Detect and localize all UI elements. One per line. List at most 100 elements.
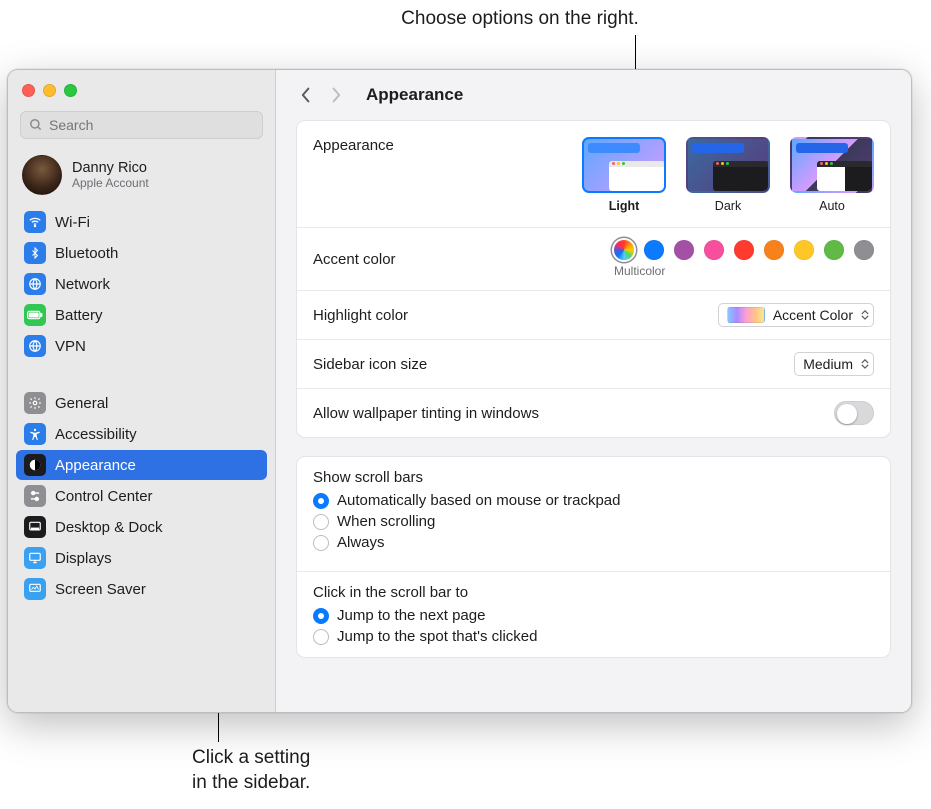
scrollbars-title: Show scroll bars (297, 457, 890, 490)
appearance-panel: Appearance LightDarkAuto Accent color Mu… (296, 120, 891, 438)
sidebar-item-label: Desktop & Dock (55, 519, 163, 536)
scrollclick-option[interactable]: Jump to the spot that's clicked (297, 626, 890, 657)
accent-orange[interactable] (764, 240, 784, 260)
sidebar-item-displays[interactable]: Displays (16, 543, 267, 573)
sidebar-list-system: General Accessibility Appearance Control Ce… (8, 386, 275, 613)
displays-icon (24, 547, 46, 569)
accent-graphite[interactable] (854, 240, 874, 260)
accent-green[interactable] (824, 240, 844, 260)
accent-blue[interactable] (644, 240, 664, 260)
sidebar-item-screen-saver[interactable]: Screen Saver (16, 574, 267, 604)
scrollbars-option[interactable]: Always (297, 532, 890, 563)
control-center-icon (24, 485, 46, 507)
callout-bottom-text: Click a setting in the sidebar. (192, 746, 310, 795)
search-field[interactable] (20, 111, 263, 139)
scrollclick-option[interactable]: Jump to the next page (297, 605, 890, 626)
sidebar-item-label: Accessibility (55, 426, 137, 443)
sidebar-item-label: General (55, 395, 108, 412)
sidebar-item-desktop-dock[interactable]: Desktop & Dock (16, 512, 267, 542)
sidebar-icon-size-select[interactable]: Medium (794, 352, 874, 376)
sidebar-item-bluetooth[interactable]: Bluetooth (16, 238, 267, 268)
account-sub: Apple Account (72, 176, 149, 190)
accent-purple[interactable] (674, 240, 694, 260)
accent-multicolor[interactable] (614, 240, 634, 260)
chevron-left-icon (300, 87, 312, 103)
radio-button[interactable] (313, 608, 329, 624)
select-chevrons-icon (861, 359, 869, 369)
chevron-right-icon (330, 87, 342, 103)
general-icon (24, 392, 46, 414)
highlight-color-select[interactable]: Accent Color (718, 303, 874, 327)
sidebar-item-general[interactable]: General (16, 388, 267, 418)
sidebar-item-label: Bluetooth (55, 245, 118, 262)
forward-button[interactable] (324, 83, 348, 107)
tinting-toggle[interactable] (834, 401, 874, 425)
sidebar-icon-label: Sidebar icon size (313, 356, 427, 373)
sidebar-item-vpn[interactable]: VPN (16, 331, 267, 361)
sidebar-item-label: Battery (55, 307, 103, 324)
accessibility-icon (24, 423, 46, 445)
radio-button[interactable] (313, 535, 329, 551)
mode-thumbnail (686, 137, 770, 193)
radio-label: Automatically based on mouse or trackpad (337, 492, 620, 509)
sidebar-item-wifi[interactable]: Wi-Fi (16, 207, 267, 237)
wifi-icon (24, 211, 46, 233)
accent-selected-name: Multicolor (614, 264, 665, 278)
appearance-mode-light[interactable]: Light (582, 137, 666, 213)
minimize-button[interactable] (43, 84, 56, 97)
appearance-mode-dark[interactable]: Dark (686, 137, 770, 213)
callout-top-text: Choose options on the right. (320, 8, 720, 30)
mode-label: Auto (819, 199, 845, 213)
mode-thumbnail (582, 137, 666, 193)
scrollbars-option[interactable]: When scrolling (297, 511, 890, 532)
maximize-button[interactable] (64, 84, 77, 97)
radio-button[interactable] (313, 629, 329, 645)
appearance-icon (24, 454, 46, 476)
bluetooth-icon (24, 242, 46, 264)
sidebar-item-label: Wi-Fi (55, 214, 90, 231)
sidebar-item-battery[interactable]: Battery (16, 300, 267, 330)
sidebar-item-label: VPN (55, 338, 86, 355)
search-icon (29, 118, 43, 132)
tinting-label: Allow wallpaper tinting in windows (313, 405, 539, 422)
page-title: Appearance (366, 85, 463, 105)
accent-label: Accent color (313, 251, 396, 268)
radio-button[interactable] (313, 514, 329, 530)
scrollclick-title: Click in the scroll bar to (297, 572, 890, 605)
accent-pink[interactable] (704, 240, 724, 260)
scrollbars-option[interactable]: Automatically based on mouse or trackpad (297, 490, 890, 511)
sidebar-item-label: Network (55, 276, 110, 293)
close-button[interactable] (22, 84, 35, 97)
highlight-gradient-icon (727, 307, 765, 323)
sidebar-item-label: Displays (55, 550, 112, 567)
mode-label: Light (609, 199, 640, 213)
vpn-icon (24, 335, 46, 357)
sidebar-item-network[interactable]: Network (16, 269, 267, 299)
avatar (22, 155, 62, 195)
sidebar: Danny Rico Apple Account Wi-Fi Bluetooth N… (8, 70, 276, 712)
sidebar-item-accessibility[interactable]: Accessibility (16, 419, 267, 449)
accent-red[interactable] (734, 240, 754, 260)
settings-window: Danny Rico Apple Account Wi-Fi Bluetooth N… (7, 69, 912, 713)
account-row[interactable]: Danny Rico Apple Account (8, 149, 275, 205)
sidebar-item-appearance[interactable]: Appearance (16, 450, 267, 480)
network-icon (24, 273, 46, 295)
radio-button[interactable] (313, 493, 329, 509)
scroll-panel: Show scroll bars Automatically based on … (296, 456, 891, 658)
back-button[interactable] (294, 83, 318, 107)
accent-yellow[interactable] (794, 240, 814, 260)
desktop-dock-icon (24, 516, 46, 538)
sidebar-item-label: Control Center (55, 488, 153, 505)
radio-label: Jump to the spot that's clicked (337, 628, 537, 645)
sidebar-item-label: Appearance (55, 457, 136, 474)
sidebar-list-connectivity: Wi-Fi Bluetooth Network Battery VPN (8, 205, 275, 370)
radio-label: Always (337, 534, 385, 551)
battery-icon (24, 304, 46, 326)
sidebar-item-control-center[interactable]: Control Center (16, 481, 267, 511)
appearance-mode-auto[interactable]: Auto (790, 137, 874, 213)
radio-label: When scrolling (337, 513, 435, 530)
search-input[interactable] (49, 117, 254, 133)
account-name: Danny Rico (72, 160, 149, 176)
select-chevrons-icon (861, 310, 869, 320)
main-content: Appearance Appearance LightDarkAuto Acce… (276, 70, 911, 712)
